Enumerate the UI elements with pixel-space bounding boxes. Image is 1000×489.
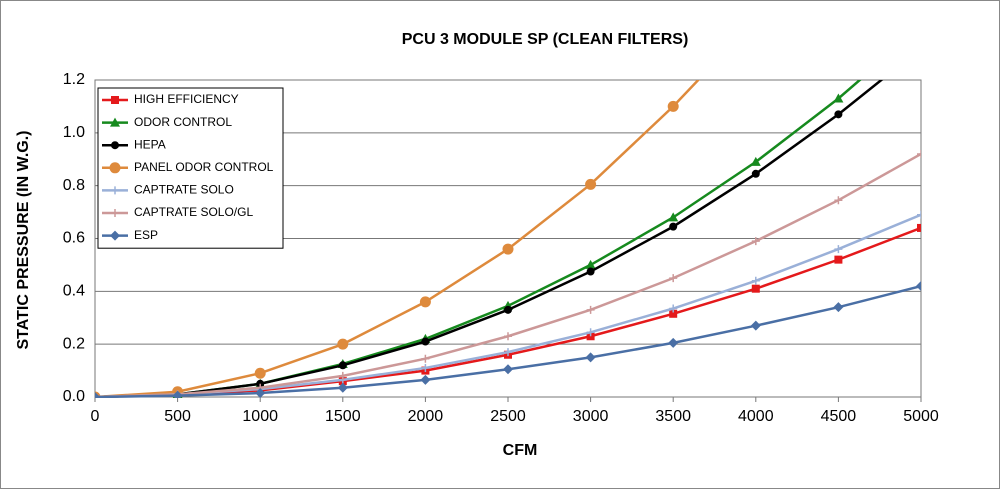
y-tick-label: 1.2	[63, 71, 85, 88]
legend-label: PANEL ODOR CONTROL	[134, 160, 274, 174]
marker	[750, 156, 761, 166]
marker	[750, 320, 761, 331]
marker	[585, 259, 596, 269]
y-axis-label: STATIC PRESSURE (IN W.G.)	[15, 131, 32, 350]
x-tick-label: 2500	[490, 408, 526, 425]
y-tick-label: 0.2	[63, 335, 85, 352]
x-tick-label: 4000	[738, 408, 774, 425]
marker	[421, 337, 430, 346]
marker	[338, 371, 347, 380]
marker	[95, 392, 100, 398]
marker	[917, 210, 921, 219]
legend-label: HEPA	[134, 137, 166, 151]
x-tick-label: 0	[91, 408, 100, 425]
legend-label: ODOR CONTROL	[134, 115, 232, 129]
marker	[109, 162, 121, 174]
marker	[338, 361, 347, 370]
x-tick-label: 500	[164, 408, 191, 425]
marker	[751, 237, 760, 246]
marker	[420, 374, 431, 385]
marker	[667, 100, 679, 112]
marker	[834, 196, 843, 205]
plot-area	[94, 79, 922, 398]
marker	[751, 276, 760, 285]
marker	[111, 186, 119, 195]
marker	[255, 388, 266, 398]
marker	[337, 338, 349, 350]
marker	[669, 274, 678, 283]
marker	[751, 169, 760, 178]
marker	[254, 367, 266, 379]
marker	[585, 178, 597, 190]
marker	[834, 255, 843, 264]
y-tick-label: 0.6	[63, 230, 85, 247]
marker	[751, 284, 760, 293]
marker	[503, 364, 513, 375]
x-tick-label: 3000	[573, 408, 609, 425]
marker	[110, 230, 120, 241]
marker	[668, 337, 679, 348]
marker	[585, 352, 596, 363]
marker	[337, 382, 348, 393]
x-tick-label: 1500	[325, 408, 361, 425]
y-tick-label: 0.0	[63, 388, 85, 405]
marker	[834, 245, 843, 254]
marker	[504, 348, 512, 357]
legend-box	[97, 87, 284, 249]
plot-series	[95, 80, 921, 398]
marker	[586, 267, 595, 276]
x-tick-label: 2000	[408, 408, 444, 425]
y-tick-label: 1.0	[63, 124, 85, 141]
marker	[586, 305, 595, 314]
marker	[110, 117, 120, 127]
chart-title: PCU 3 MODULE SP (CLEAN FILTERS)	[402, 31, 689, 48]
x-tick-label: 4500	[821, 408, 857, 425]
x-axis-label: CFM	[503, 442, 538, 459]
marker	[421, 354, 430, 363]
marker	[111, 96, 119, 104]
marker	[669, 222, 678, 231]
legend-label: CAPTRATE SOLO	[134, 183, 234, 197]
legend-label: ESP	[134, 228, 158, 242]
marker	[111, 209, 119, 217]
legend-label: HIGH EFFICIENCY	[134, 92, 239, 106]
marker	[668, 212, 679, 222]
x-tick-label: 1000	[242, 408, 278, 425]
x-tick-label: 3500	[655, 408, 691, 425]
y-tick-label: 0.8	[63, 177, 85, 194]
marker	[502, 243, 514, 255]
marker	[111, 141, 119, 150]
marker	[917, 223, 921, 232]
marker	[917, 149, 921, 158]
marker	[504, 305, 512, 314]
marker	[504, 332, 512, 341]
marker	[669, 309, 678, 318]
marker	[833, 302, 844, 313]
marker	[916, 281, 921, 292]
marker	[421, 363, 430, 372]
marker	[586, 328, 595, 337]
legend-label: CAPTRATE SOLO/GL	[134, 205, 253, 219]
y-tick-label: 0.4	[63, 283, 85, 300]
x-tick-label: 5000	[903, 408, 939, 425]
marker	[833, 93, 844, 103]
marker	[834, 110, 843, 119]
marker	[172, 390, 183, 398]
marker	[669, 304, 678, 313]
marker	[419, 296, 431, 308]
